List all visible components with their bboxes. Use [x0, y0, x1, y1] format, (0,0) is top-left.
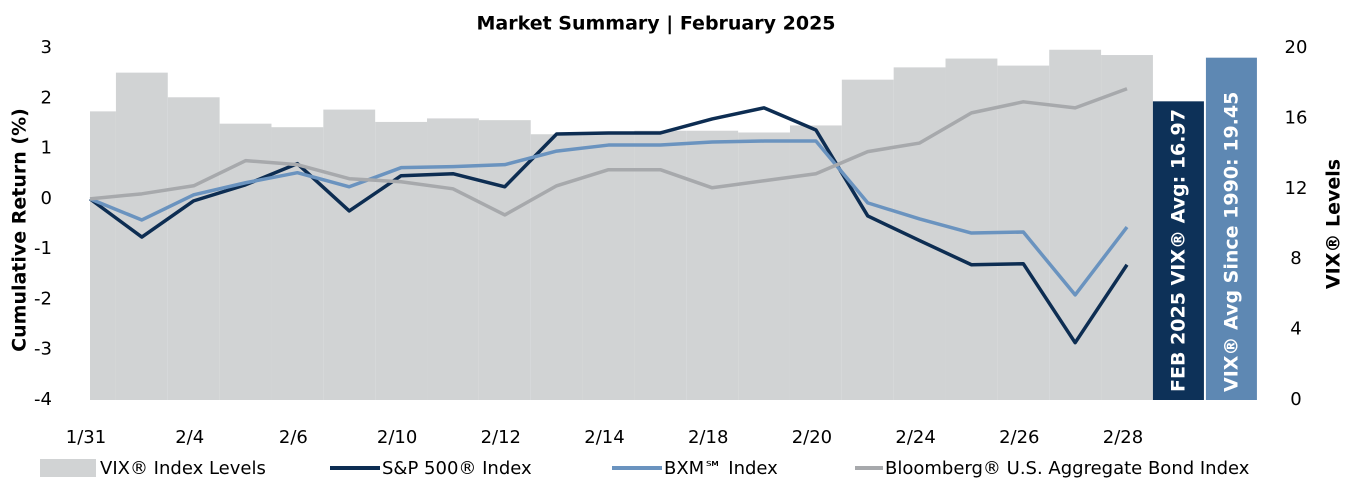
- legend-label: BXM℠ Index: [664, 458, 778, 479]
- y2-tick-label: 8: [1290, 248, 1301, 269]
- y-tick-label: 2: [41, 87, 52, 108]
- x-tick-label: 2/26: [999, 427, 1039, 448]
- bar: [582, 132, 635, 401]
- x-tick-label: 2/24: [895, 427, 935, 448]
- bar: [686, 130, 739, 400]
- x-tick-label: 2/18: [688, 427, 728, 448]
- x-tick-label: 2/20: [792, 427, 832, 448]
- y2-tick-label: 0: [1290, 389, 1301, 410]
- annotation-label: FEB 2025 VIX® Avg: 16.97: [1167, 109, 1189, 392]
- y2-axis-title: VIX® Levels: [1323, 159, 1345, 289]
- annotation-bar: [1205, 57, 1257, 401]
- bar: [375, 121, 428, 401]
- x-tick-label: 2/4: [175, 427, 204, 448]
- legend-label: S&P 500® Index: [382, 458, 532, 479]
- bar: [530, 134, 583, 401]
- y-tick-label: 0: [41, 188, 52, 209]
- y-tick-label: -3: [34, 339, 52, 360]
- y-tick-label: 3: [41, 37, 52, 58]
- legend-swatch: [40, 459, 96, 477]
- bar: [841, 79, 894, 401]
- x-tick-label: 1/31: [66, 427, 106, 448]
- bar: [167, 97, 220, 400]
- y2-tick-label: 16: [1285, 107, 1308, 128]
- legend-label: VIX® Index Levels: [100, 458, 266, 479]
- bar: [789, 125, 842, 400]
- y-tick-label: -1: [34, 238, 52, 259]
- y2-tick-label: 20: [1285, 37, 1308, 58]
- bar: [738, 132, 790, 401]
- bar: [219, 123, 272, 401]
- annotation-label: VIX® Avg Since 1990: 19.45: [1220, 92, 1242, 392]
- line: [89, 87, 1128, 217]
- line: [89, 139, 1129, 297]
- y-tick-label: -4: [34, 389, 52, 410]
- y2-tick-label: 4: [1290, 319, 1301, 340]
- x-tick-label: 2/12: [481, 427, 521, 448]
- x-tick-label: 2/28: [1103, 427, 1143, 448]
- bar: [323, 109, 376, 400]
- y-tick-label: 1: [41, 138, 52, 159]
- bar: [427, 118, 479, 401]
- annotation-bar: [1152, 101, 1204, 400]
- legend-label: Bloomberg® U.S. Aggregate Bond Index: [885, 458, 1250, 479]
- bar: [90, 111, 116, 401]
- x-tick-label: 2/6: [279, 427, 308, 448]
- bar: [478, 120, 531, 400]
- x-tick-label: 2/10: [377, 427, 417, 448]
- x-tick-label: 2/14: [584, 427, 624, 448]
- y-axis-title: Cumulative Return (%): [9, 108, 31, 352]
- chart-title: Market Summary | February 2025: [476, 13, 835, 35]
- y-tick-label: -2: [34, 288, 52, 309]
- y2-tick-label: 12: [1285, 178, 1308, 199]
